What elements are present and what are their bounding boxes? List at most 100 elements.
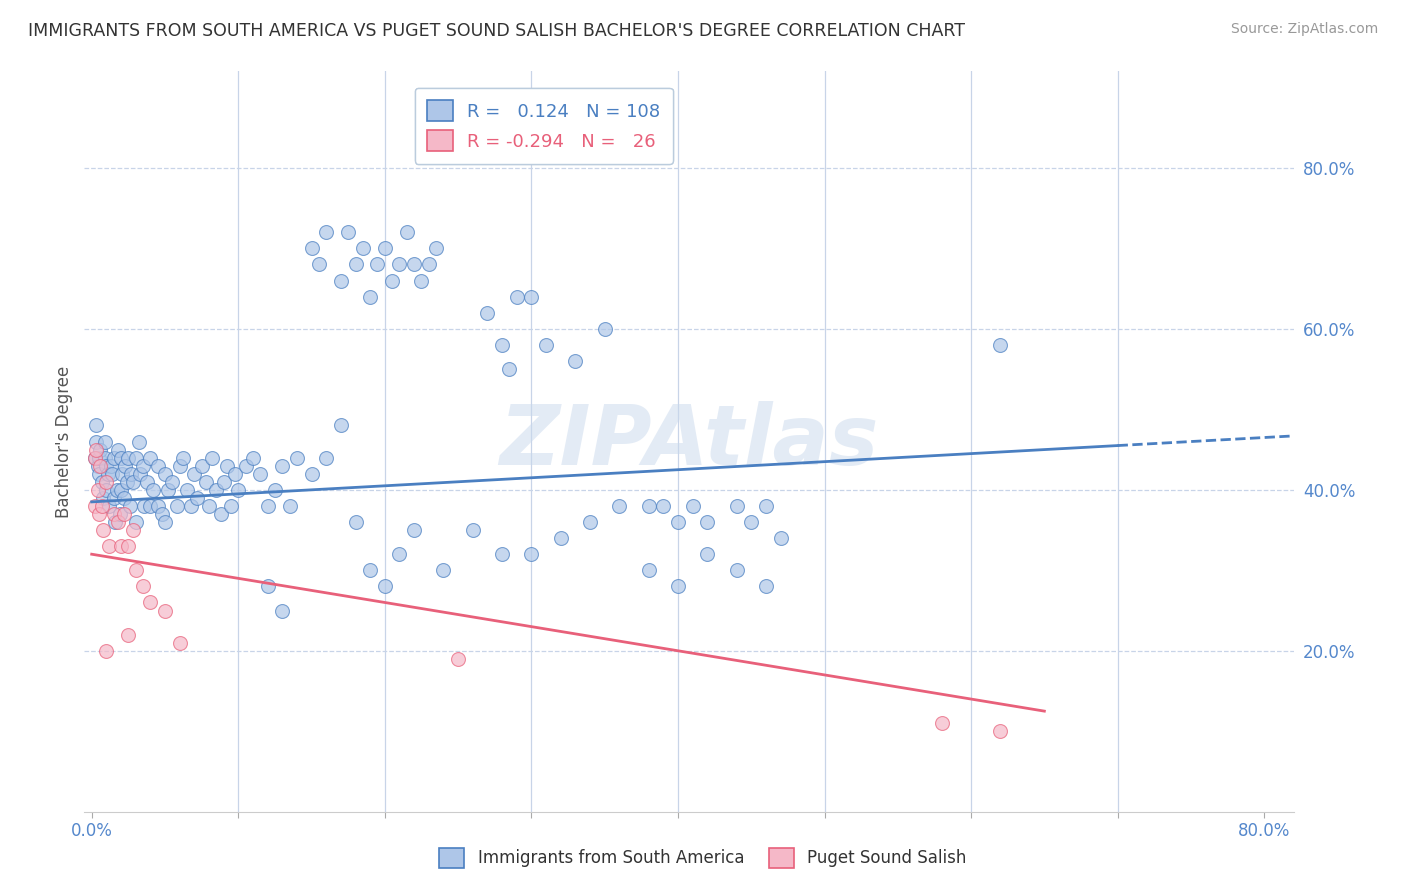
Point [139, 499, 162, 513]
Point [256, 499, 278, 513]
Point [344, 515, 367, 529]
Point [666, 515, 689, 529]
Point [84, 418, 107, 433]
Point [169, 636, 191, 650]
Point [104, 515, 127, 529]
Point [418, 258, 440, 272]
Point [725, 499, 748, 513]
Point [132, 458, 155, 473]
Point [107, 442, 129, 457]
Point [725, 563, 748, 577]
Point [534, 338, 557, 352]
Point [696, 515, 718, 529]
Point [209, 507, 232, 521]
Point [593, 322, 616, 336]
Point [550, 531, 572, 545]
Point [329, 418, 352, 433]
Point [432, 563, 454, 577]
Point [242, 450, 264, 465]
Point [110, 539, 132, 553]
Legend: R =   0.124   N = 108, R = -0.294   N =   26: R = 0.124 N = 108, R = -0.294 N = 26 [415, 87, 673, 164]
Point [153, 603, 176, 617]
Point [96, 483, 118, 497]
Point [682, 499, 704, 513]
Point [186, 491, 208, 505]
Point [96, 458, 118, 473]
Point [256, 579, 278, 593]
Point [93, 523, 115, 537]
Point [411, 274, 433, 288]
Point [117, 628, 139, 642]
Point [219, 499, 242, 513]
Point [110, 483, 132, 497]
Point [139, 595, 162, 609]
Point [98, 499, 121, 513]
Point [205, 483, 228, 497]
Point [425, 241, 447, 255]
Point [212, 475, 235, 489]
Point [120, 467, 142, 481]
Point [477, 306, 499, 320]
Point [117, 539, 139, 553]
Point [107, 515, 129, 529]
Point [94, 450, 117, 465]
Point [108, 507, 131, 521]
Point [83, 499, 105, 513]
Point [755, 579, 778, 593]
Point [146, 499, 169, 513]
Point [84, 434, 107, 449]
Point [89, 442, 111, 457]
Point [271, 603, 294, 617]
Point [111, 467, 134, 481]
Point [112, 507, 135, 521]
Point [96, 644, 118, 658]
Point [271, 458, 294, 473]
Point [388, 547, 411, 561]
Point [105, 483, 128, 497]
Point [990, 724, 1012, 739]
Point [395, 225, 418, 239]
Point [520, 547, 543, 561]
Point [136, 475, 159, 489]
Point [579, 515, 602, 529]
Point [86, 458, 108, 473]
Point [235, 458, 257, 473]
Point [118, 499, 141, 513]
Point [94, 434, 117, 449]
Point [156, 483, 179, 497]
Point [201, 450, 224, 465]
Point [91, 475, 114, 489]
Point [84, 442, 107, 457]
Point [112, 491, 135, 505]
Text: ZIPAtlas: ZIPAtlas [499, 401, 879, 482]
Y-axis label: Bachelor's Degree: Bachelor's Degree [55, 366, 73, 517]
Point [491, 547, 513, 561]
Point [114, 458, 136, 473]
Point [404, 258, 426, 272]
Point [285, 450, 308, 465]
Point [374, 241, 396, 255]
Point [117, 450, 139, 465]
Point [374, 579, 396, 593]
Point [226, 483, 249, 497]
Point [308, 258, 330, 272]
Point [91, 499, 114, 513]
Point [162, 475, 184, 489]
Point [337, 225, 360, 239]
Point [315, 225, 337, 239]
Point [498, 362, 520, 376]
Point [124, 563, 146, 577]
Point [359, 563, 381, 577]
Point [124, 515, 146, 529]
Point [121, 475, 143, 489]
Point [931, 716, 953, 731]
Point [87, 450, 110, 465]
Point [153, 515, 176, 529]
Point [97, 467, 120, 481]
Point [447, 652, 470, 666]
Point [388, 258, 411, 272]
Point [564, 354, 586, 368]
Point [666, 579, 689, 593]
Point [166, 499, 188, 513]
Point [329, 274, 352, 288]
